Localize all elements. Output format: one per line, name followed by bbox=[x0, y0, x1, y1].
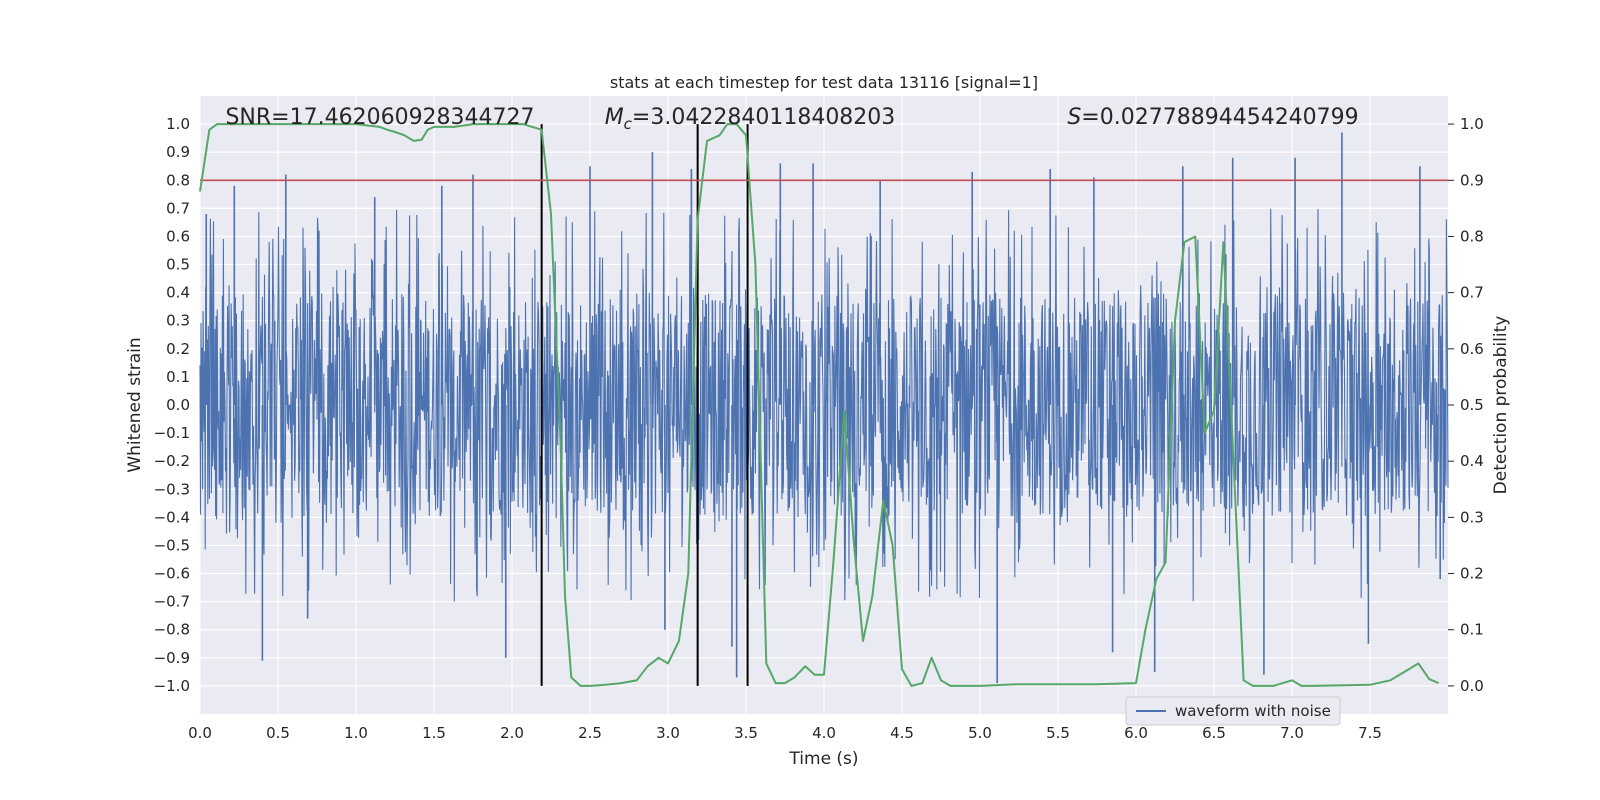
x-tick-label: 5.5 bbox=[1046, 724, 1070, 742]
x-tick-label: 0.0 bbox=[188, 724, 212, 742]
probability-series bbox=[199, 123, 1439, 687]
y-tick-label: 0.8 bbox=[166, 171, 190, 189]
y-tick-label: 0.5 bbox=[166, 256, 190, 274]
legend-entry: waveform with noise bbox=[1175, 702, 1331, 720]
y-tick-label: 0.3 bbox=[166, 312, 190, 330]
x-tick-label: 7.0 bbox=[1280, 724, 1304, 742]
y-tick-label: −0.7 bbox=[154, 593, 190, 611]
chirp-mass-annotation: Mc=3.0422840118408203 bbox=[605, 105, 896, 133]
y2-tick-label: 0.2 bbox=[1460, 565, 1484, 583]
y2-tick-label: 0.9 bbox=[1460, 171, 1484, 189]
waveform-line bbox=[199, 208, 1449, 602]
y-tick-label: −1.0 bbox=[154, 677, 190, 695]
x-tick-label: 6.5 bbox=[1202, 724, 1226, 742]
y-tick-label: 0.1 bbox=[166, 368, 190, 386]
x-tick-label: 3.5 bbox=[734, 724, 758, 742]
y2-tick-label: 0.7 bbox=[1460, 284, 1484, 302]
s-annotation: S=0.02778894454240799 bbox=[1067, 105, 1358, 130]
y2-tick-label: 1.0 bbox=[1460, 115, 1484, 133]
y-tick-label: −0.8 bbox=[154, 621, 190, 639]
snr-annotation: SNR=17.462060928344727 bbox=[225, 105, 534, 130]
x-tick-label: 4.5 bbox=[890, 724, 914, 742]
y2-tick-label: 0.1 bbox=[1460, 621, 1484, 639]
waveform-series bbox=[199, 132, 1449, 684]
x-tick-label: 1.0 bbox=[344, 724, 368, 742]
x-tick-label: 6.0 bbox=[1124, 724, 1148, 742]
y2-axis-ticks: 1.0 0.9 0.8 0.7 0.6 0.5 0.4 0.3 0.2 0.1 0.0 bbox=[1448, 115, 1484, 695]
y-tick-label: −0.5 bbox=[154, 536, 190, 554]
x-tick-label: 1.5 bbox=[422, 724, 446, 742]
legend-box bbox=[1125, 696, 1341, 726]
x-axis-label: Time (s) bbox=[788, 749, 858, 769]
y2-tick-label: 0.5 bbox=[1460, 396, 1484, 414]
probability-line bbox=[199, 123, 1439, 687]
y-tick-label: 0.7 bbox=[166, 199, 190, 217]
y-tick-label: 0.9 bbox=[166, 143, 190, 161]
y-tick-label: −0.3 bbox=[154, 480, 190, 498]
x-tick-label: 2.0 bbox=[500, 724, 524, 742]
y-tick-label: −0.1 bbox=[154, 424, 190, 442]
x-tick-label: 3.0 bbox=[656, 724, 680, 742]
y-tick-label: 0.6 bbox=[166, 227, 190, 245]
y-tick-label: −0.9 bbox=[154, 649, 190, 667]
y-tick-label: 0.2 bbox=[166, 340, 190, 358]
x-tick-label: 2.5 bbox=[578, 724, 602, 742]
x-tick-label: 4.0 bbox=[812, 724, 836, 742]
y-axis-label: Whitened strain bbox=[125, 337, 145, 472]
y-tick-label: 0.4 bbox=[166, 284, 190, 302]
y-tick-label: −0.4 bbox=[154, 508, 190, 526]
y-tick-label: 1.0 bbox=[166, 115, 190, 133]
y-tick-label: 0.0 bbox=[166, 396, 190, 414]
x-tick-label: 0.5 bbox=[266, 724, 290, 742]
y2-tick-label: 0.8 bbox=[1460, 227, 1484, 245]
x-tick-label: 5.0 bbox=[968, 724, 992, 742]
y2-tick-label: 0.0 bbox=[1460, 677, 1484, 695]
y2-tick-label: 0.3 bbox=[1460, 508, 1484, 526]
chart-title: stats at each timestep for test data 131… bbox=[610, 73, 1038, 92]
y-tick-label: −0.2 bbox=[154, 452, 190, 470]
y2-tick-label: 0.6 bbox=[1460, 340, 1484, 358]
x-tick-label: 7.5 bbox=[1358, 724, 1382, 742]
legend: waveform with noise bbox=[1125, 696, 1341, 726]
y2-axis-label: Detection probability bbox=[1491, 316, 1511, 495]
x-axis-ticks: 0.0 0.5 1.0 1.5 2.0 2.5 3.0 3.5 4.0 4.5 5.0 5.5 6.0 6… bbox=[188, 724, 1382, 742]
y-axis-ticks: 1.0 0.9 0.8 0.7 0.6 0.5 0.4 0.3 0.2 0.1 0.0 −0.1 −0.… bbox=[154, 115, 190, 695]
y-tick-label: −0.6 bbox=[154, 565, 190, 583]
y2-tick-label: 0.4 bbox=[1460, 452, 1484, 470]
